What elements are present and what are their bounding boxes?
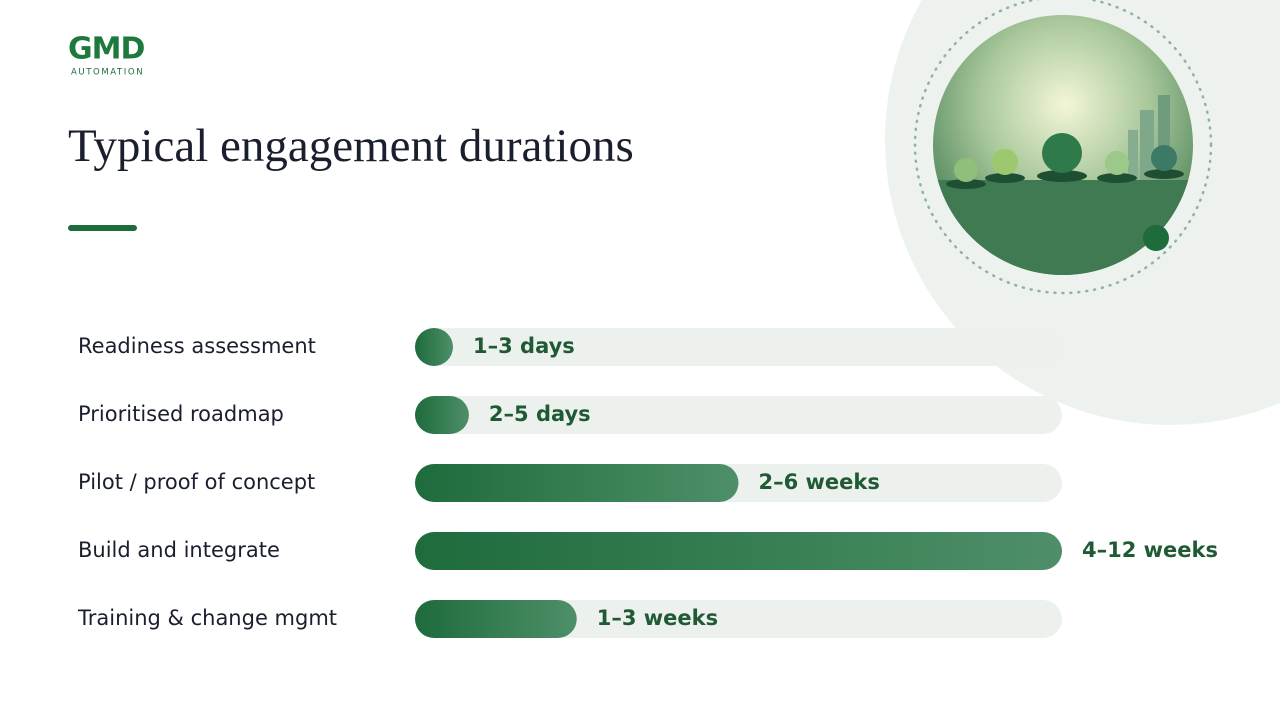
category-label: Pilot / proof of concept	[78, 470, 315, 494]
bar	[415, 328, 453, 366]
value-label: 2–6 weeks	[759, 470, 880, 494]
bar	[415, 532, 1062, 570]
title-underline	[68, 225, 137, 231]
dotted-ring	[913, 0, 1213, 295]
bar-track	[415, 396, 1062, 434]
bar	[415, 464, 739, 502]
logo: GMD	[68, 32, 144, 67]
bar-track	[415, 328, 1062, 366]
value-label: 4–12 weeks	[1082, 538, 1218, 562]
chart-title: Typical engagement durations	[68, 120, 634, 172]
accent-dot	[1143, 225, 1169, 251]
value-label: 1–3 weeks	[597, 606, 718, 630]
bar	[415, 600, 577, 638]
category-label: Training & change mgmt	[77, 606, 337, 630]
value-label: 2–5 days	[489, 402, 591, 426]
category-label: Prioritised roadmap	[78, 402, 284, 426]
value-label: 1–3 days	[473, 334, 575, 358]
category-label: Build and integrate	[78, 538, 280, 562]
bar	[415, 396, 469, 434]
logo-tagline: AUTOMATION	[71, 68, 144, 78]
category-label: Readiness assessment	[78, 334, 316, 358]
bar-track	[415, 600, 1062, 638]
